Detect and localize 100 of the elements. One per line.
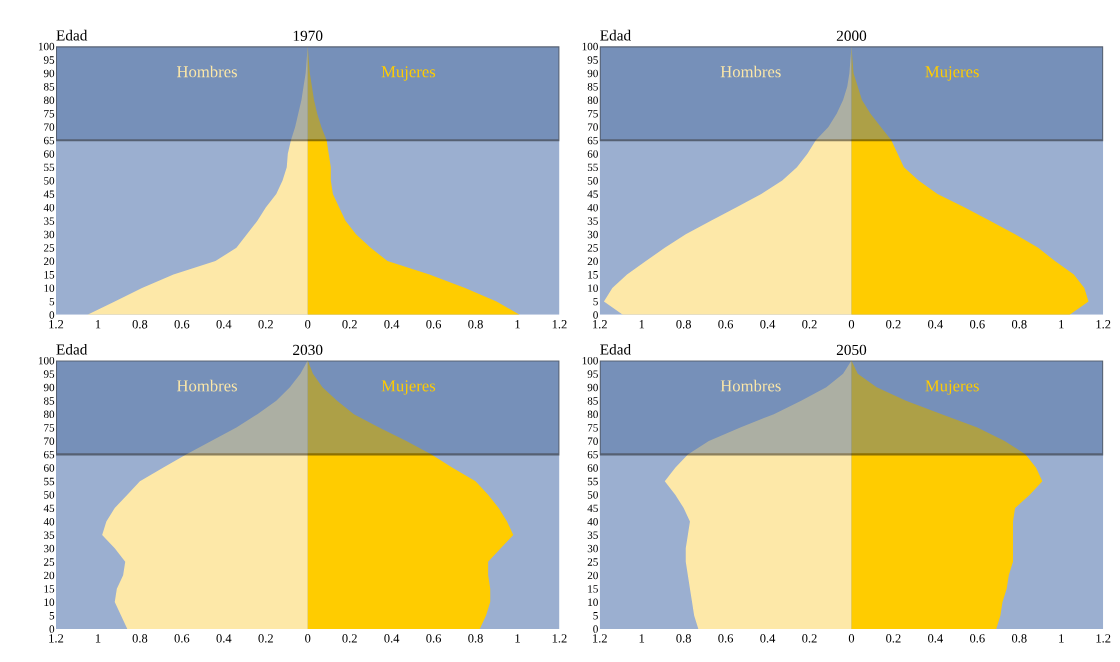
x-tick-label: 0.6	[174, 320, 190, 329]
y-tick-label: 45	[587, 504, 598, 513]
y-axis-title: Edad	[56, 29, 88, 41]
y-tick-label: 25	[43, 244, 55, 252]
x-tick-label: 1.2	[49, 320, 64, 329]
y-tick-label: 50	[44, 177, 55, 185]
x-tick-label: 0.2	[802, 320, 817, 329]
y-tick-label: 75	[587, 110, 598, 118]
y-tick-label: 60	[43, 464, 55, 472]
y-tick-label: 35	[44, 217, 55, 225]
y-tick-label: 30	[587, 230, 598, 239]
y-tick-label: 0	[593, 311, 598, 319]
y-tick-label: 95	[43, 56, 55, 64]
y-tick-label: 40	[43, 517, 55, 526]
x-tick-label: 0.8	[132, 634, 148, 643]
y-tick-label: 15	[44, 585, 55, 593]
x-tick-label: 0.4	[384, 634, 400, 643]
y-tick-label: 70	[587, 123, 598, 131]
y-tick-label: 50	[44, 491, 55, 499]
y-tick-label: 15	[588, 271, 598, 279]
y-tick-label: 45	[43, 504, 55, 513]
x-tick-label: 0.4	[928, 320, 943, 329]
x-tick-label: 0.6	[718, 634, 734, 643]
y-tick-label: 20	[587, 257, 598, 266]
y-tick-label: 90	[43, 383, 55, 392]
x-tick-label: 0.4	[928, 634, 943, 643]
y-tick-label: 50	[587, 491, 598, 499]
y-tick-label: 5	[593, 612, 598, 620]
y-tick-label: 30	[44, 544, 55, 553]
y-tick-label: 90	[43, 69, 55, 78]
x-tick-label: 0.4	[760, 320, 776, 329]
y-tick-label: 35	[587, 217, 598, 225]
y-tick-label: 85	[43, 397, 55, 405]
y-tick-label: 10	[44, 284, 55, 292]
text: Mujeres	[925, 66, 979, 81]
y-tick-label: 40	[587, 517, 598, 526]
x-tick-label: 1	[95, 320, 101, 329]
y-tick-label: 85	[587, 83, 598, 91]
y-tick-label: 40	[43, 203, 55, 212]
y-tick-label: 5	[593, 297, 598, 306]
y-tick-label: 0	[593, 625, 598, 633]
y-tick-label: 35	[44, 531, 55, 539]
chart-title: 2000	[836, 30, 867, 41]
y-tick-label: 0	[49, 625, 55, 633]
y-tick-label: 80	[587, 96, 598, 104]
x-tick-label: 1.2	[593, 320, 607, 329]
chart-title: 1970	[293, 30, 323, 41]
y-tick-label: 100	[582, 42, 598, 51]
y-tick-label: 100	[582, 356, 598, 365]
x-tick-label: 0.4	[384, 320, 400, 329]
y-tick-label: 100	[38, 356, 55, 365]
x-tick-label: 1	[95, 634, 101, 643]
x-tick-label: 1.2	[1096, 634, 1111, 643]
x-tick-label: 0.6	[970, 634, 985, 643]
y-tick-label: 65	[587, 450, 598, 459]
y-tick-label: 70	[44, 437, 55, 445]
y-tick-label: 80	[587, 410, 598, 419]
series-label: Hombres	[720, 379, 781, 392]
y-tick-label: 55	[587, 163, 598, 172]
y-tick-label: 70	[44, 123, 55, 131]
y-tick-label: 65	[43, 136, 55, 145]
x-tick-label: 0.6	[970, 320, 985, 329]
x-tick-label: 0.4	[216, 634, 232, 643]
series-label: Mujeres	[925, 380, 979, 395]
text: Hombres	[720, 65, 781, 78]
x-tick-label: 1	[515, 320, 520, 329]
y-tick-label: 65	[587, 136, 598, 145]
y-tick-label: 50	[587, 177, 598, 185]
x-tick-label: 0.8	[1011, 634, 1027, 643]
x-tick-label: 1.2	[552, 634, 567, 643]
y-tick-label: 85	[587, 397, 598, 405]
y-tick-label: 95	[43, 370, 55, 378]
x-tick-label: 0.2	[258, 320, 273, 329]
y-tick-label: 55	[44, 163, 55, 172]
y-tick-label: 45	[43, 190, 55, 198]
y-tick-label: 0	[49, 311, 55, 319]
y-tick-label: 20	[43, 257, 55, 266]
y-tick-label: 5	[49, 612, 55, 620]
x-tick-label: 1	[639, 320, 645, 329]
x-tick-label: 0.4	[216, 320, 232, 329]
y-tick-label: 90	[587, 383, 598, 392]
y-tick-label: 60	[587, 464, 598, 472]
y-tick-label: 95	[587, 56, 598, 64]
x-tick-label: 0.6	[718, 320, 734, 329]
x-tick-label: 0.2	[886, 634, 901, 643]
x-tick-label: 1	[1059, 634, 1064, 643]
series-label: Hombres	[176, 379, 237, 392]
x-tick-label: 0.2	[342, 634, 357, 643]
y-tick-label: 10	[588, 284, 598, 292]
y-tick-label: 80	[43, 410, 55, 419]
y-tick-label: 70	[587, 437, 598, 445]
y-tick-label: 75	[44, 424, 55, 432]
x-tick-label: 0.8	[676, 634, 691, 643]
x-tick-label: 1.2	[49, 634, 64, 643]
y-tick-label: 15	[588, 585, 598, 593]
y-tick-label: 25	[43, 558, 55, 566]
x-tick-label: 0.8	[468, 634, 483, 643]
y-tick-label: 60	[43, 150, 55, 158]
y-tick-label: 30	[44, 230, 55, 239]
x-tick-label: 0.8	[132, 320, 148, 329]
